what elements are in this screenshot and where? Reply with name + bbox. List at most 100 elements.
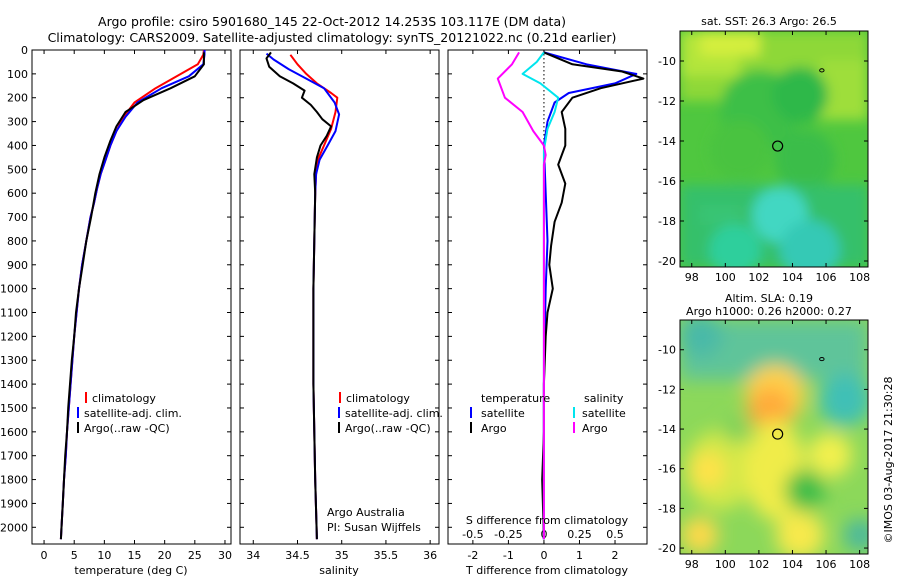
- legend-label-climatology: climatology: [346, 392, 410, 405]
- map-y-tick-label: -14: [658, 135, 676, 148]
- map-x-tick-label: 98: [685, 271, 699, 284]
- map-x-tick-label: 108: [849, 271, 870, 284]
- series-line-satellite-adj-clim-: [59, 50, 206, 540]
- series-line-temperature-argo: [541, 51, 645, 540]
- x-tick-label: 15: [128, 549, 142, 562]
- map-y-tick-label: -20: [658, 255, 676, 268]
- y-tick-label: 700: [7, 211, 28, 224]
- map-x-tick-label: 102: [748, 558, 769, 571]
- y-tick-label: 1000: [0, 283, 28, 296]
- temperature-profile-plot: 0100200300400500600700800900100011001200…: [0, 44, 232, 562]
- map-y-tick-label: -16: [658, 463, 676, 476]
- map-x-tick-label: 100: [715, 271, 736, 284]
- map-y-tick-label: -12: [658, 95, 676, 108]
- map-y-tick-label: -10: [658, 55, 676, 68]
- x-tick-label: 30: [218, 549, 232, 562]
- title-line-1: Argo profile: csiro 5901680_145 22-Oct-2…: [98, 14, 566, 29]
- salinity-axis-label: salinity: [319, 564, 359, 577]
- y-tick-label: 1800: [0, 474, 28, 487]
- series-line-climatology: [59, 49, 205, 540]
- y-tick-label: 300: [7, 116, 28, 129]
- map-x-tick-label: 98: [685, 558, 699, 571]
- legend-label-argo: Argo(..raw -QC): [84, 422, 170, 435]
- legend-label-climatology: climatology: [92, 392, 156, 405]
- map-x-tick-label: 108: [849, 558, 870, 571]
- sla-map-frame: [679, 319, 869, 555]
- map-y-tick-label: -16: [658, 175, 676, 188]
- legend-heading-salinity: salinity: [584, 392, 624, 405]
- credit-pi: PI: Susan Wijffels: [327, 521, 421, 534]
- sst-map-axes: 98 100 102 104 106 108 -10 -12 -14 -16 -18 -20: [658, 31, 870, 284]
- title-line-2: Climatology: CARS2009. Satellite-adjuste…: [48, 30, 617, 45]
- difference-profile-plot: -2 -1 0 1 2-0.5 -0.25 0 0.25 0.5: [448, 49, 647, 562]
- y-tick-label: 1600: [0, 426, 28, 439]
- x-tick-label: 34: [246, 549, 260, 562]
- temperature-panel-frame: [31, 49, 232, 545]
- y-tick-label: 2000: [0, 521, 28, 534]
- y-tick-label: 800: [7, 235, 28, 248]
- y-tick-label: 500: [7, 163, 28, 176]
- sst-map-title: sat. SST: 26.3 Argo: 26.5: [701, 15, 837, 28]
- salinity-profile-plot: 34 34.5 35 35.5 36: [240, 49, 439, 562]
- y-tick-label: 1400: [0, 378, 28, 391]
- x-tick-label: 20: [158, 549, 172, 562]
- s-difference-tick-label: -0.5: [462, 528, 483, 541]
- legend-heading-temperature: temperature: [481, 392, 550, 405]
- sla-map-field: [680, 320, 868, 554]
- series-line-argo-raw-qc-: [59, 52, 205, 540]
- s-difference-tick-label: 0.5: [606, 528, 624, 541]
- legend-label-t-argo: Argo: [481, 422, 507, 435]
- x-tick-label: 25: [188, 549, 202, 562]
- legend-label-s-argo: Argo: [582, 422, 608, 435]
- y-tick-label: 200: [7, 92, 28, 105]
- map-x-tick-label: 106: [816, 271, 837, 284]
- x-tick-label: 35.5: [374, 549, 399, 562]
- map-x-tick-label: 104: [782, 558, 803, 571]
- series-line-satellite-adj-clim-: [265, 52, 341, 540]
- map-y-tick-label: -18: [658, 502, 676, 515]
- x-tick-label: -1: [503, 549, 514, 562]
- x-tick-label: 2: [612, 549, 619, 562]
- y-tick-label: 1500: [0, 402, 28, 415]
- s-difference-tick-label: 0.25: [567, 528, 592, 541]
- x-tick-label: 0: [540, 549, 547, 562]
- y-tick-label: 400: [7, 139, 28, 152]
- map-x-tick-label: 102: [748, 271, 769, 284]
- y-tick-label: 100: [7, 68, 28, 81]
- map-y-tick-label: -18: [658, 215, 676, 228]
- series-line-argo-raw-qc-: [265, 51, 333, 540]
- profile-location-marker: [772, 140, 784, 152]
- map-y-tick-label: -10: [658, 344, 676, 357]
- profile-location-marker: [772, 428, 784, 440]
- legend-label-satellite: satellite-adj. clim.: [345, 407, 443, 420]
- island-outline: [819, 68, 825, 73]
- island-outline: [819, 356, 825, 362]
- x-tick-label: 35: [335, 549, 349, 562]
- y-tick-label: 1300: [0, 354, 28, 367]
- y-tick-label: 0: [21, 44, 28, 57]
- x-tick-label: 10: [97, 549, 111, 562]
- map-y-tick-label: -14: [658, 423, 676, 436]
- map-y-tick-label: -12: [658, 383, 676, 396]
- y-tick-label: 1900: [0, 497, 28, 510]
- map-x-tick-label: 100: [715, 558, 736, 571]
- timestamp: ©IMOS 03-Aug-2017 21:30:28: [882, 377, 895, 544]
- y-tick-label: 600: [7, 187, 28, 200]
- sla-map-title-line-2: Argo h1000: 0.26 h2000: 0.27: [686, 305, 852, 318]
- series-line-salinity-argo: [496, 51, 547, 540]
- difference-legend: temperature salinity satellite Argo sate…: [470, 392, 626, 435]
- x-tick-label: 1: [576, 549, 583, 562]
- y-tick-label: 900: [7, 259, 28, 272]
- legend-label-argo: Argo(..raw -QC): [345, 422, 431, 435]
- sst-map-field: [680, 31, 868, 267]
- t-difference-axis-label: T difference from climatology: [465, 564, 628, 577]
- sla-map-title-line-1: Altim. SLA: 0.19: [725, 292, 813, 305]
- map-x-tick-label: 104: [782, 271, 803, 284]
- difference-panel-frame: [447, 49, 648, 545]
- temperature-axis-label: temperature (deg C): [74, 564, 187, 577]
- credit-institution: Argo Australia: [327, 506, 405, 519]
- x-tick-label: 0: [41, 549, 48, 562]
- x-tick-label: 5: [71, 549, 78, 562]
- map-y-tick-label: -20: [658, 542, 676, 555]
